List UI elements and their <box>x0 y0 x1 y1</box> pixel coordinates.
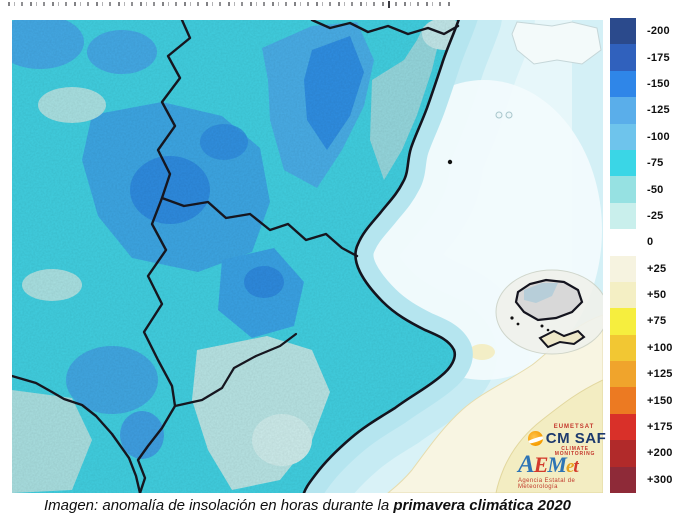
legend-swatch <box>610 440 636 467</box>
legend-swatch <box>610 229 636 256</box>
aemet-letter: t <box>573 456 578 477</box>
legend-label: -50 <box>647 183 664 196</box>
legend-entry: -75 <box>610 149 673 177</box>
legend-swatch <box>610 361 636 388</box>
aemet-letters: AEMet <box>518 452 610 477</box>
legend-swatch <box>610 387 636 414</box>
legend-swatch <box>610 334 636 362</box>
aemet-letter: e <box>565 456 575 477</box>
islet-dot <box>546 328 550 332</box>
legend-entry: 0 <box>610 229 673 256</box>
cmsaf-name: CM SAF <box>545 430 607 447</box>
legend-entry: -125 <box>610 97 673 124</box>
legend-label: 0 <box>647 236 654 249</box>
caption-bold-text: primavera climática 2020 <box>393 497 572 514</box>
legend-swatch <box>610 466 636 494</box>
sea-contour-speck <box>505 111 513 119</box>
eumetsat-label: EUMETSAT <box>553 424 595 430</box>
legend-entry: -25 <box>610 202 673 230</box>
legend-label: -150 <box>647 77 670 90</box>
legend-swatch <box>610 70 636 98</box>
admin-borders <box>10 18 460 495</box>
map-svg <box>8 0 609 525</box>
cmsaf-subtitle: CLIMATE MONITORING <box>554 446 596 457</box>
legend-entry: -50 <box>610 176 673 203</box>
legend-entry: +25 <box>610 255 673 282</box>
aemet-letter: E <box>533 452 549 477</box>
legend-swatch <box>610 18 636 45</box>
legend-swatch <box>610 44 636 71</box>
aemet-letter: A <box>518 451 535 478</box>
legend-swatch <box>610 281 636 309</box>
sea-contour-speck <box>495 111 503 119</box>
legend-swatch <box>610 97 636 124</box>
ibiza-blue-patch <box>524 283 558 303</box>
legend-label: +25 <box>647 262 667 275</box>
caption: Imagen: anomalía de insolación en horas … <box>12 497 603 514</box>
legend-label: +150 <box>647 394 673 407</box>
legend-entry: +300 <box>610 466 673 494</box>
legend-label: +200 <box>647 447 673 460</box>
sea-zero-patch <box>511 21 602 65</box>
legend-entry: +150 <box>610 387 673 414</box>
aemet-subtitle: Agencia Estatal de Meteorología <box>518 478 576 490</box>
cmsaf-logo: EUMETSAT CM SAF CLIMATE MONITORING <box>527 424 607 457</box>
legend-entry: +175 <box>610 413 673 441</box>
sea-positive-50-region <box>495 379 604 494</box>
insolation-anomaly-map <box>8 0 609 525</box>
caption-text: Imagen: anomalía de insolación en horas … <box>43 497 394 514</box>
legend-label: +175 <box>647 421 673 434</box>
legend-label: +100 <box>647 341 673 354</box>
coastline <box>301 14 462 498</box>
legend-entry: +100 <box>610 334 673 362</box>
islet-dot <box>516 322 520 326</box>
cmsaf-sun-icon <box>527 431 543 446</box>
legend-swatch <box>610 149 636 177</box>
legend-entry: +50 <box>610 281 673 309</box>
legend-swatch <box>610 176 636 203</box>
legend: -200 -175 -150 -125 -100 -75 -50 -25 0 +25 +50 +75 +… <box>610 18 673 494</box>
aemet-logo: AEMet Agencia Estatal de Meteorología <box>518 452 610 490</box>
cropped-text-descender <box>388 1 390 8</box>
legend-swatch <box>610 413 636 441</box>
islet-dot <box>540 324 544 328</box>
legend-entry: -100 <box>610 123 673 150</box>
legend-label: +125 <box>647 368 673 381</box>
legend-swatch <box>610 255 636 282</box>
formentera-island <box>538 329 586 349</box>
legend-entry: +200 <box>610 440 673 467</box>
islet-dot <box>510 316 514 320</box>
legend-label: +300 <box>647 473 673 486</box>
columbretes-dot <box>447 159 453 165</box>
land-anomaly-patches <box>8 16 460 493</box>
cropped-text-remnant <box>8 2 454 6</box>
legend-entry: +75 <box>610 308 673 335</box>
legend-label: -175 <box>647 51 670 64</box>
legend-label: -125 <box>647 104 670 117</box>
legend-label: -200 <box>647 25 670 38</box>
legend-label: -100 <box>647 130 670 143</box>
legend-entry: +125 <box>610 361 673 388</box>
legend-entry: -175 <box>610 44 673 71</box>
legend-label: +50 <box>647 289 667 302</box>
legend-label: -25 <box>647 209 664 222</box>
aemet-letter: M <box>547 452 567 477</box>
legend-entry: -150 <box>610 70 673 98</box>
legend-label: +75 <box>647 315 667 328</box>
legend-label: -75 <box>647 157 664 170</box>
legend-swatch <box>610 308 636 335</box>
legend-swatch <box>610 123 636 150</box>
legend-entry: -200 <box>610 18 673 45</box>
sea-positive-spot <box>469 344 495 360</box>
legend-swatch <box>610 202 636 230</box>
